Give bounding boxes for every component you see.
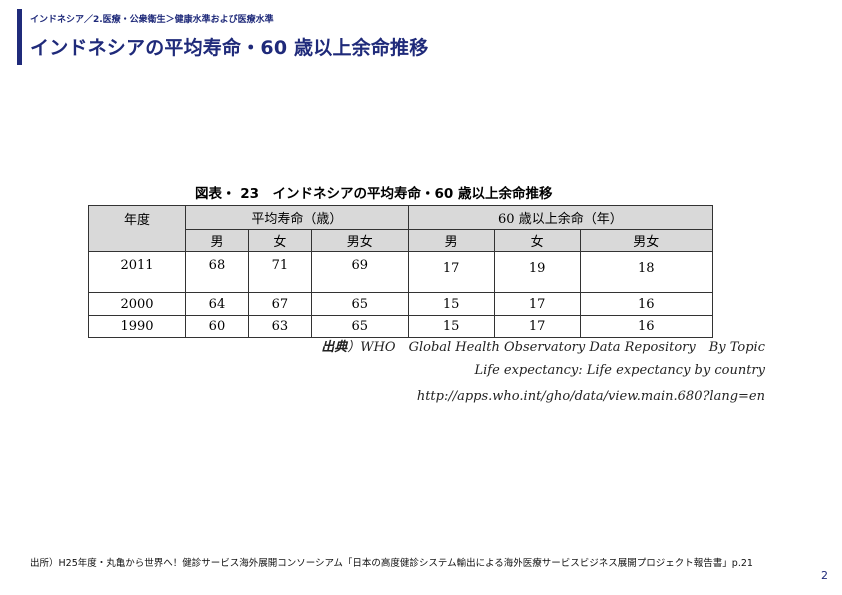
subheader-male: 男 [185,229,249,252]
value-cell: 60 [185,315,249,338]
value-cell: 16 [579,315,714,338]
value-cell: 18 [579,251,714,293]
table-row: 2000 64 67 65 15 17 16 [88,292,714,316]
value-cell: 17 [493,315,581,338]
figure-caption: 図表・ 23 インドネシアの平均寿命・60 歳以上余命推移 [195,186,553,202]
breadcrumb: インドネシア／2.医療・公衆衛生＞健康水準および医療水準 [30,15,274,25]
source-line-2: Life expectancy: Life expectancy by coun… [474,363,765,378]
life-expectancy-group-header: 平均寿命（歳） [185,205,409,230]
table-row: 1990 60 63 65 15 17 16 [88,315,714,338]
year-cell: 1990 [88,315,186,338]
table-header-row: 年度 平均寿命（歳） 60 歳以上余命（年） [88,205,714,252]
value-cell: 17 [493,292,581,316]
title-accent-bar [17,9,22,65]
value-cell: 67 [247,292,312,316]
source-line-1: 出典）WHO Global Health Observatory Data Re… [321,336,765,355]
value-cell: 19 [493,251,581,293]
subheader-total: 男女 [310,229,409,252]
subheader-female: 女 [247,229,312,252]
life-expectancy-table: 年度 平均寿命（歳） 60 歳以上余命（年） 男 女 男女 男 女 男女 201… [88,205,714,338]
value-cell: 65 [310,315,409,338]
value-cell: 17 [407,251,495,293]
footer-source-note: 出所）H25年度・丸亀から世界へ！健診サービス海外展開コンソーシアム「日本の高度… [30,558,753,569]
table-row: 2011 68 71 69 17 19 18 [88,251,714,293]
value-cell: 68 [185,251,249,293]
value-cell: 63 [247,315,312,338]
year-column-header: 年度 [88,205,186,252]
subheader-female: 女 [493,229,581,252]
value-cell: 69 [310,251,409,293]
value-cell: 16 [579,292,714,316]
source-text: ）WHO Global Health Observatory Data Repo… [347,340,765,355]
subheader-total: 男女 [579,229,714,252]
subheader-male: 男 [407,229,495,252]
value-cell: 15 [407,292,495,316]
year-cell: 2000 [88,292,186,316]
over-60-group-header: 60 歳以上余命（年） [407,205,714,230]
table-subheader-row: 男 女 男女 男 女 男女 [89,229,714,252]
value-cell: 65 [310,292,409,316]
year-cell: 2011 [88,251,186,293]
value-cell: 64 [185,292,249,316]
source-label: 出典 [321,340,348,355]
value-cell: 71 [247,251,312,293]
page-number: 2 [821,569,828,582]
value-cell: 15 [407,315,495,338]
source-url: http://apps.who.int/gho/data/view.main.6… [416,389,765,404]
page-title: インドネシアの平均寿命・60 歳以上余命推移 [30,37,429,59]
